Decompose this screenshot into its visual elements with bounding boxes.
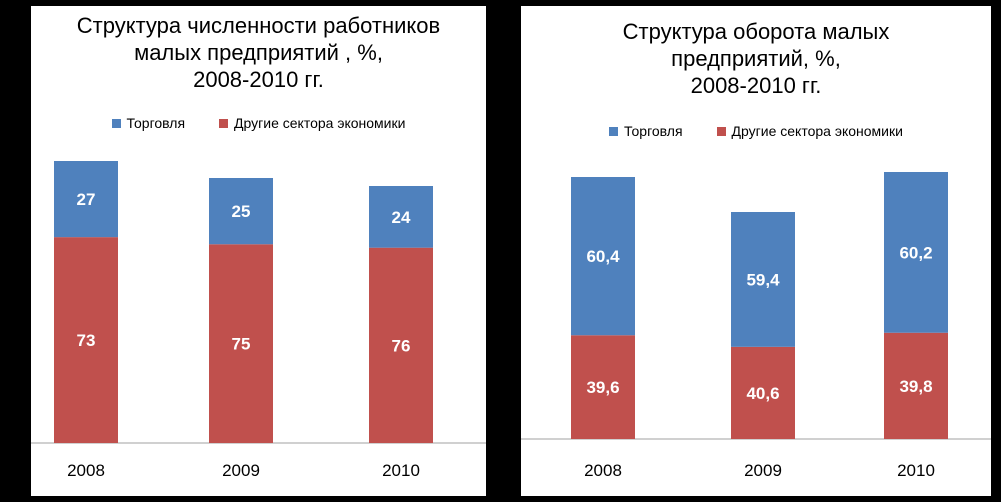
legend-swatch-trade [609,126,619,136]
chart-title-line-2: предприятий, %, [671,46,841,71]
bar-segment [54,161,118,238]
data-label: 25 [232,202,251,221]
bar-segment [369,186,433,248]
legend-item-other: Другие сектора экономики [219,115,405,131]
x-tick-label: 2009 [222,461,260,480]
bar-segment [54,237,118,443]
data-label: 76 [392,336,411,355]
chart-title-line-1: Структура оборота малых [622,19,890,44]
legend-label-trade: Торговля [126,115,186,131]
data-label: 75 [232,335,251,354]
bar-segment [571,335,635,439]
stacked-bar-plot: 39,6 60,4 2008 40,6 59,4 2009 39,8 60,2 2010 [521,172,991,480]
legend-item-trade: Торговля [111,115,186,131]
chart-title: Структура оборота малых предприятий, %, … [521,18,991,99]
data-label: 60,2 [899,243,932,262]
legend-item-other: Другие сектора экономики [716,123,903,139]
x-tick-label: 2008 [584,461,622,480]
legend-swatch-trade [111,118,121,128]
data-label: 39,8 [899,377,932,396]
chart-legend: Торговля Другие сектора экономики [31,115,486,131]
legend-swatch-other [716,126,726,136]
chart-title-line-3: 2008-2010 гг. [690,73,822,98]
bar-segment [731,346,795,439]
data-label: 60,4 [586,247,620,266]
x-tick-label: 2010 [382,461,420,480]
x-tick-label: 2009 [744,461,782,480]
chart-title-line-3: 2008-2010 гг. [193,67,324,92]
bar-segment [731,212,795,347]
bar-segment [884,332,948,439]
chart-title-line-1: Структура численности работников [76,13,441,38]
legend-label-other: Другие сектора экономики [234,115,406,131]
x-tick-label: 2010 [897,461,935,480]
data-label: 24 [392,208,411,227]
stacked-bar-plot: 73 27 2008 75 25 2009 76 24 2010 [31,161,486,480]
chart-panel-employees: Структура численности работников малых п… [31,6,486,496]
data-label: 27 [77,190,96,209]
legend-item-trade: Торговля [609,123,683,139]
legend-label-other: Другие сектора экономики [731,123,903,139]
bar-segment [209,178,273,245]
bar-segment [369,247,433,443]
bar-segment [571,177,635,336]
data-label: 40,6 [746,384,779,403]
bar-segment [884,172,948,333]
legend-swatch-other [219,118,229,128]
chart-title: Структура численности работников малых п… [31,12,486,93]
bar-segment [209,244,273,443]
data-label: 73 [77,331,96,350]
chart-legend: Торговля Другие сектора экономики [521,123,991,139]
x-tick-label: 2008 [67,461,105,480]
data-label: 59,4 [746,270,780,289]
chart-panel-turnover: Структура оборота малых предприятий, %, … [521,6,991,496]
legend-label-trade: Торговля [624,123,683,139]
chart-title-line-2: малых предприятий , %, [134,40,383,65]
data-label: 39,6 [586,378,619,397]
